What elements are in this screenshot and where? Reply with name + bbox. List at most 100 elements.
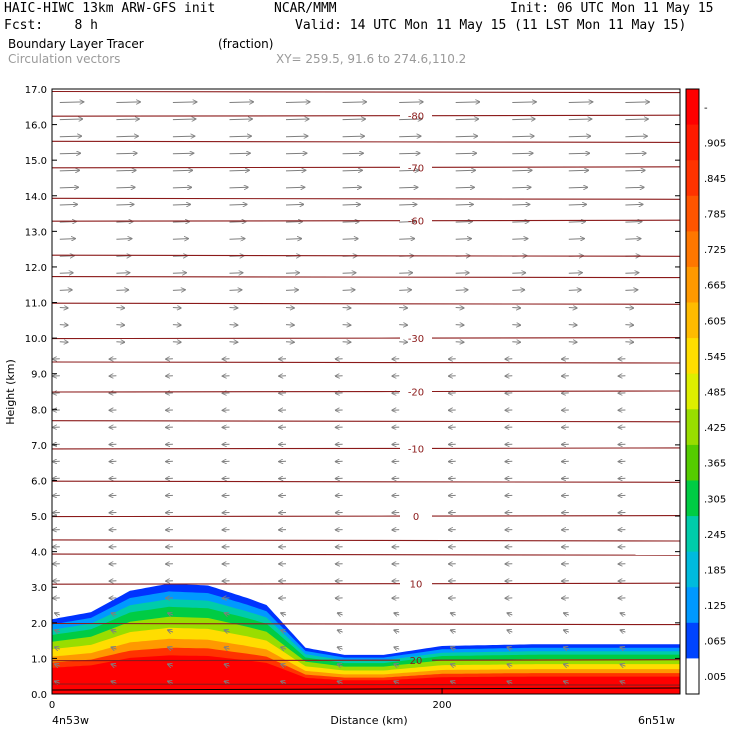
vector-arrow — [399, 102, 423, 103]
vector-arrow — [512, 239, 527, 240]
vector-arrow — [116, 102, 140, 103]
vector-arrow — [116, 290, 128, 291]
vector-arrow — [451, 664, 456, 666]
vector-arrow — [172, 204, 190, 205]
vector-arrow — [342, 204, 360, 205]
vector-arrow — [225, 664, 230, 666]
vector-arrow — [116, 136, 138, 137]
colorbar-label: .545 — [704, 352, 726, 363]
vector-arrow — [111, 613, 117, 615]
vector-arrow — [116, 119, 139, 120]
vector-arrow — [172, 290, 185, 291]
vector-arrow — [172, 170, 193, 171]
vector-arrow — [564, 630, 569, 632]
x-tick-label: 200 — [433, 700, 452, 711]
colorbar-label: .005 — [704, 672, 726, 683]
vector-arrow — [285, 119, 309, 120]
vector-arrow — [625, 290, 637, 291]
vector-arrow — [172, 102, 197, 103]
colorbar-label: .185 — [704, 565, 726, 576]
vector-arrow — [229, 119, 253, 120]
contour-line — [52, 276, 680, 279]
vector-arrow — [116, 170, 135, 171]
colorbar-swatch — [686, 231, 699, 268]
vector-arrow — [172, 136, 195, 137]
colorbar-label: .485 — [704, 388, 726, 399]
vector-arrow — [59, 308, 68, 309]
tracer-field — [52, 583, 680, 694]
colorbar-swatch — [686, 373, 699, 410]
colorbar-label: .065 — [704, 637, 726, 648]
vector-arrow — [455, 273, 469, 274]
vector-arrow — [59, 153, 81, 154]
vector-arrow — [172, 308, 181, 309]
vector-arrow — [399, 136, 421, 137]
vector-arrow — [625, 204, 642, 205]
vector-arrow — [399, 342, 407, 343]
vector-arrow — [568, 222, 585, 223]
x-start-label: 4n53w — [52, 714, 89, 727]
vector-arrow — [229, 204, 247, 205]
vector-arrow — [338, 613, 343, 615]
y-tick-label: 16.0 — [25, 121, 47, 132]
vector-arrow — [342, 119, 366, 120]
model-title: HAIC-HIWC 13km ARW-GFS init — [4, 1, 216, 16]
vector-arrow — [116, 187, 134, 188]
vector-arrow — [620, 613, 626, 615]
vector-arrow — [512, 153, 533, 154]
vector-arrow — [225, 630, 230, 632]
vector-arrow — [399, 290, 411, 291]
vector-arrow — [625, 342, 633, 343]
contour-label: -30 — [408, 334, 424, 345]
colorbar-swatch — [686, 266, 699, 303]
vector-arrow — [225, 647, 230, 649]
vector-arrow — [229, 308, 238, 309]
vector-arrow — [507, 630, 513, 632]
vector-arrow — [394, 664, 400, 666]
contour-line — [52, 254, 680, 257]
vector-arrow — [55, 647, 60, 649]
vector-arrow — [168, 681, 174, 683]
colorbar-frame — [685, 88, 700, 695]
vector-arrow — [285, 273, 299, 274]
vector-arrow — [116, 273, 129, 274]
vector-arrow — [285, 342, 294, 343]
x-axis-label: Distance (km) — [330, 714, 407, 727]
vector-arrow — [512, 273, 525, 274]
y-tick-label: 13.0 — [25, 227, 47, 238]
vector-arrow — [285, 153, 307, 154]
vector-arrow — [229, 222, 246, 223]
y-tick-label: 9.0 — [31, 370, 47, 381]
vector-arrow — [625, 325, 633, 326]
org-label: NCAR/MMM — [274, 1, 337, 16]
vector-arrow — [568, 325, 577, 326]
vector-arrow — [342, 222, 359, 223]
contour-line — [52, 659, 680, 662]
vector-arrow — [620, 681, 626, 683]
colorbar-swatch — [686, 622, 699, 659]
colorbar-label: .725 — [704, 245, 726, 256]
vector-arrow — [451, 681, 456, 683]
vector-arrow — [172, 187, 191, 188]
contour-line — [52, 420, 680, 423]
y-axis-label: Height (km) — [4, 359, 17, 425]
vector-arrow — [285, 222, 302, 223]
vector-arrow — [564, 613, 569, 615]
contour-line — [52, 337, 680, 340]
vector-arrow — [338, 664, 343, 666]
colorbar-swatch — [686, 302, 699, 339]
colorbar-label: .665 — [704, 281, 726, 292]
vector-arrow — [568, 204, 586, 205]
y-tick-label: 5.0 — [31, 512, 47, 523]
vector-arrow — [394, 647, 400, 649]
contour-line — [52, 390, 680, 393]
vector-arrow — [625, 102, 649, 103]
vector-arrow — [285, 239, 301, 240]
vector-arrow — [172, 119, 196, 120]
vector-arrow — [564, 664, 569, 666]
colorbar-label: .425 — [704, 423, 726, 434]
vector-arrow — [59, 342, 68, 343]
vector-arrow — [399, 119, 422, 120]
colorbar: - .905 .845 .785 .725 .665 .605 .545 .485 .425 .36… — [685, 88, 726, 695]
vector-arrow — [285, 204, 303, 205]
